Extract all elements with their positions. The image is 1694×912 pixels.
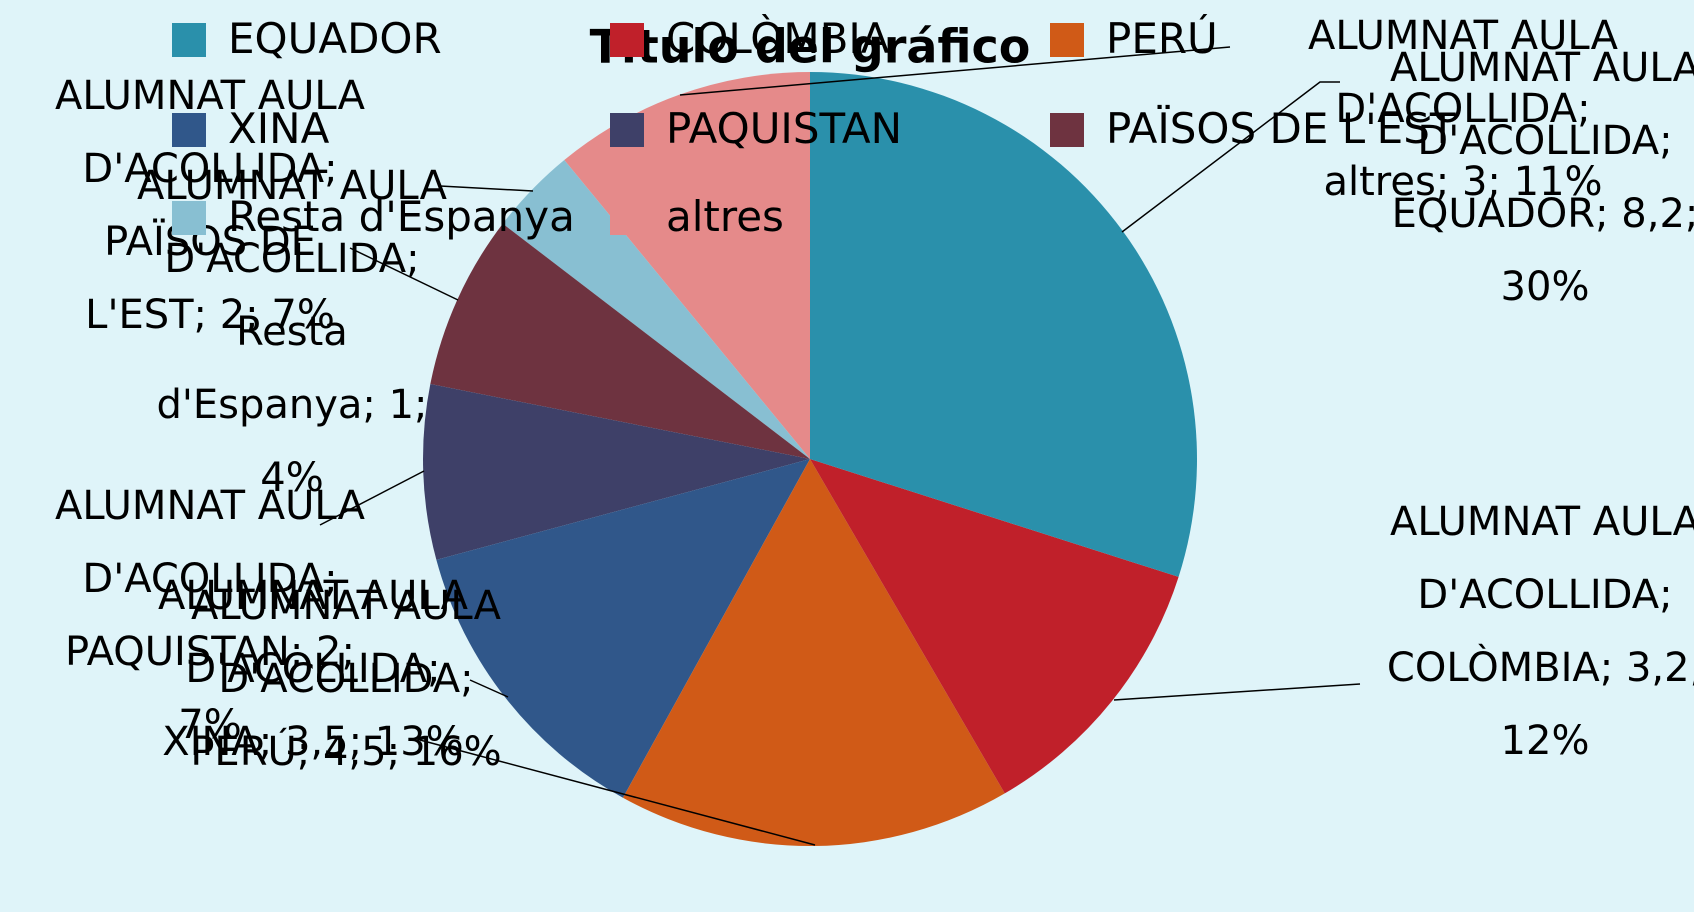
legend-label: Resta d'Espanya — [228, 192, 575, 241]
legend-label: PERÚ — [1106, 14, 1218, 63]
leader-line — [319, 470, 425, 526]
legend-item: PAÏSOS DE L'EST — [1050, 104, 1456, 153]
legend-swatch — [610, 201, 644, 235]
leader-line — [419, 739, 816, 846]
leader-line — [679, 46, 1231, 96]
data-label: ALUMNAT AULA D'ACOLLIDA; PAÏSOS DE L'EST… — [55, 73, 365, 338]
leader-lines — [319, 46, 1361, 846]
legend-swatch — [1050, 113, 1084, 147]
leader-line — [1113, 683, 1361, 701]
legend-item: PERÚ — [1050, 14, 1218, 63]
pie-slice — [422, 384, 810, 560]
data-label: ALUMNAT AULA D'ACOLLIDA; PAQUISTAN; 2; 7… — [55, 483, 365, 748]
data-label: ALUMNAT AULA D'ACOLLIDA; altres; 3; 11% — [1308, 13, 1618, 205]
legend-item: Resta d'Espanya — [172, 192, 575, 241]
legend-item: PAQUISTAN — [610, 104, 902, 153]
leader-line — [439, 185, 534, 192]
legend-label: PAQUISTAN — [666, 104, 903, 153]
legend-item: EQUADOR — [172, 14, 442, 63]
legend-item: XINA — [172, 104, 329, 153]
legend-swatch — [610, 113, 644, 147]
chart-title: Título del gráfico — [590, 20, 1031, 74]
legend-label: COLÒMBIA — [666, 14, 890, 63]
legend-item: COLÒMBIA — [610, 14, 890, 63]
pie-slice — [622, 459, 1005, 846]
legend-swatch — [172, 201, 206, 235]
pie-slice — [810, 459, 1179, 794]
legend-label: PAÏSOS DE L'EST — [1106, 104, 1456, 153]
legend-swatch — [172, 113, 206, 147]
pie-slice — [564, 72, 810, 459]
legend-swatch — [172, 23, 206, 57]
legend-label: altres — [666, 192, 784, 241]
leader-line — [349, 247, 459, 301]
data-label: ALUMNAT AULA D'ACOLLIDA; Resta d'Espanya… — [137, 163, 447, 501]
legend-label: EQUADOR — [228, 14, 442, 63]
legend-item: altres — [610, 192, 784, 241]
legend-swatch — [610, 23, 644, 57]
data-label: ALUMNAT AULA D'ACOLLIDA; EQUADOR; 8,2; 3… — [1390, 45, 1694, 310]
pie-slice — [430, 223, 810, 459]
pie-slice — [810, 72, 1198, 577]
data-label: ALUMNAT AULA D'ACOLLIDA; XINA; 3,5; 13% — [158, 573, 468, 765]
pie-slice — [436, 459, 810, 798]
pie-slice — [502, 160, 810, 459]
data-label: ALUMNAT AULA D'ACOLLIDA; COLÒMBIA; 3,2; … — [1386, 499, 1694, 764]
legend-swatch — [1050, 23, 1084, 57]
data-label: ALUMNAT AULA D'ACOLLIDA; PERÚ; 4,5; 16% — [190, 583, 502, 775]
leader-line — [469, 679, 509, 698]
leader-line — [1121, 81, 1340, 233]
legend-label: XINA — [228, 104, 330, 153]
